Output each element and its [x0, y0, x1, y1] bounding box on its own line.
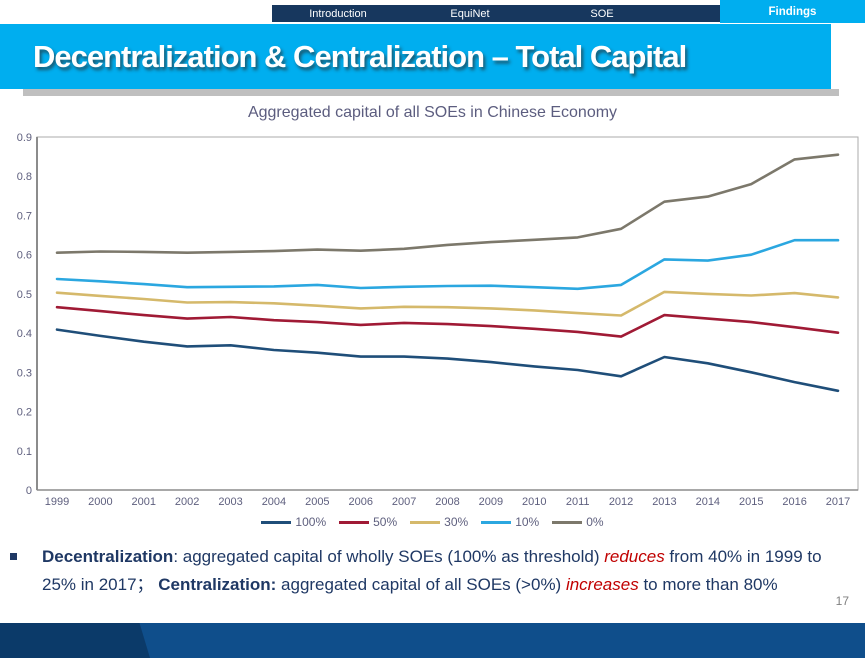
page-number: 17 [835, 594, 849, 608]
chart-title: Aggregated capital of all SOEs in Chines… [247, 104, 618, 121]
x-tick-label: 2004 [262, 496, 286, 508]
top-nav: Introduction EquiNet SOE [272, 5, 720, 22]
x-tick-label: 2007 [392, 496, 416, 508]
bullet-segment: to more than 80% [638, 575, 778, 594]
x-tick-label: 2012 [609, 496, 633, 508]
chart-legend: 100% 50% 30% 10% 0% [0, 515, 865, 529]
x-tick-label: 1999 [45, 496, 69, 508]
x-tick-label: 2013 [652, 496, 676, 508]
bullet-segment: : aggregated capital of wholly SOEs (100… [173, 547, 605, 566]
x-tick-label: 2006 [348, 496, 372, 508]
x-tick-label: 2017 [826, 496, 850, 508]
y-tick-label: 0.6 [17, 250, 32, 262]
y-tick-label: 0.2 [17, 407, 32, 419]
x-tick-label: 2002 [175, 496, 199, 508]
legend-item-50%: 50% [339, 515, 397, 529]
legend-line-icon [410, 520, 441, 524]
legend-label: 30% [444, 515, 469, 529]
x-tick-label: 2008 [435, 496, 459, 508]
x-tick-label: 2016 [782, 496, 806, 508]
y-tick-label: 0 [26, 485, 32, 497]
tab-soe[interactable]: SOE [590, 7, 614, 20]
x-tick-label: 2009 [479, 496, 503, 508]
tab-equinet[interactable]: EquiNet [450, 7, 490, 20]
x-tick-label: 2010 [522, 496, 546, 508]
legend-line-icon [552, 520, 583, 524]
bullet-emphasis: increases [565, 575, 639, 594]
x-tick-label: 2005 [305, 496, 329, 508]
title-bar: Decentralization & Centralization – Tota… [0, 24, 831, 89]
y-tick-label: 0.7 [17, 210, 32, 222]
series-line-10% [55, 238, 840, 291]
bullet-keyword: Centralization: [158, 575, 277, 594]
legend-line-icon [261, 520, 292, 524]
series-line-50% [55, 305, 840, 338]
x-tick-label: 2011 [566, 496, 590, 508]
x-tick-label: 2014 [696, 496, 720, 508]
x-tick-label: 2000 [88, 496, 112, 508]
tab-introduction[interactable]: Introduction [309, 7, 367, 20]
legend-label: 100% [295, 515, 327, 529]
y-tick-label: 0.9 [17, 132, 32, 144]
legend-item-100%: 100% [261, 515, 326, 529]
legend-line-icon [339, 520, 370, 524]
legend-line-icon [481, 520, 512, 524]
x-tick-label: 2015 [739, 496, 763, 508]
x-tick-label: 2001 [132, 496, 156, 508]
y-tick-label: 0.5 [17, 289, 32, 301]
series-line-100% [55, 328, 840, 393]
title-bar-shadow [23, 89, 839, 96]
series-line-30% [55, 290, 840, 317]
page-title: Decentralization & Centralization – Tota… [33, 38, 687, 74]
tab-findings[interactable]: Findings [720, 0, 865, 23]
legend-label: 0% [586, 515, 604, 529]
bullet-keyword: Decentralization [42, 547, 174, 566]
bullet-segment: aggregated capital of all SOEs (>0%) [276, 575, 566, 594]
line-chart: 0 0.1 0.2 0.3 0.4 0.5 0.6 0.7 0.8 0.9 1999 2000 2001… [17, 132, 859, 508]
legend-item-10%: 10% [481, 515, 539, 529]
legend-label: 10% [515, 515, 540, 529]
bottom-bar [0, 623, 865, 658]
y-tick-label: 0.1 [17, 446, 32, 458]
x-tick-label: 2003 [218, 496, 242, 508]
legend-item-30%: 30% [410, 515, 468, 529]
tab-findings-label: Findings [768, 5, 817, 18]
y-tick-label: 0.4 [17, 328, 32, 340]
legend-item-0%: 0% [552, 515, 604, 529]
y-tick-label: 0.3 [17, 367, 32, 379]
series-line-0% [55, 153, 840, 254]
bottom-bar-accent [0, 623, 150, 658]
bullet-text: Decentralization: aggregated capital of … [42, 543, 822, 599]
bullet-square-icon [10, 553, 17, 560]
legend-label: 50% [373, 515, 398, 529]
bullet-emphasis: reduces [604, 547, 665, 566]
bullet-segment: from 40% in 1999 to 25% in 2017； [42, 547, 822, 594]
y-tick-label: 0.8 [17, 171, 32, 183]
